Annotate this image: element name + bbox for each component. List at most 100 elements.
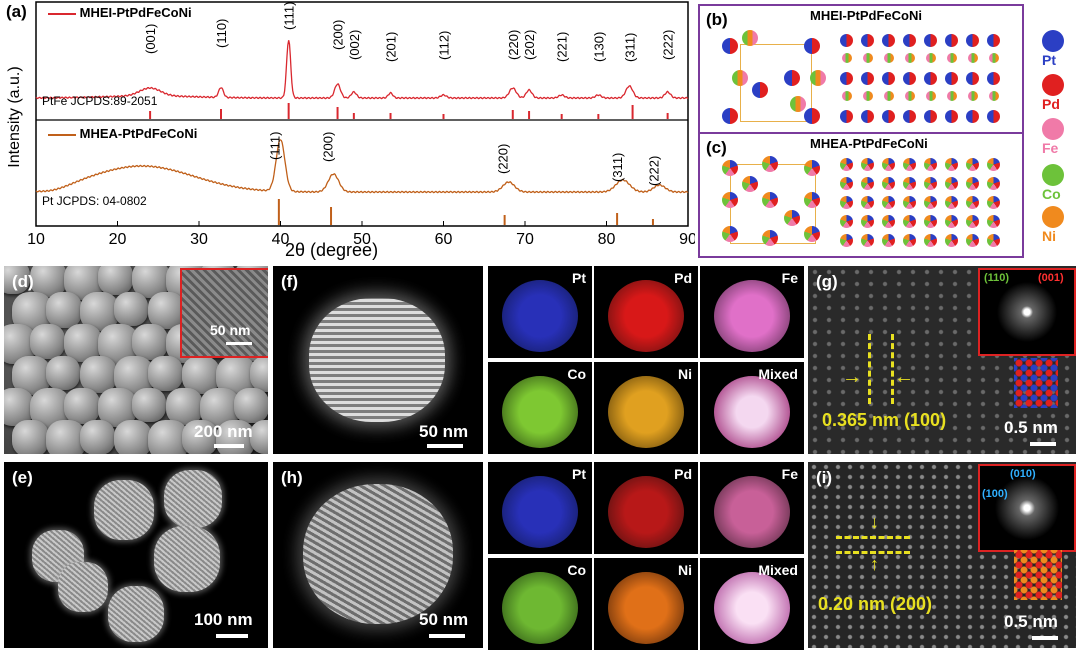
map-f-fe: Fe	[700, 266, 804, 358]
atom	[882, 158, 895, 171]
atom	[882, 34, 895, 47]
atom	[882, 196, 895, 209]
sem-particle	[4, 388, 34, 426]
map-f-co-blob	[502, 376, 578, 448]
haadf-particle	[94, 480, 154, 540]
map-f-pd: Pd	[594, 266, 698, 358]
panel-d-scale-text: 200 nm	[194, 422, 253, 441]
atom	[989, 91, 999, 101]
sem-particle	[64, 388, 100, 424]
x-tick-label-30: 30	[190, 231, 208, 248]
panel-i-scale-bar	[1032, 636, 1058, 640]
atom	[863, 53, 873, 63]
panel-label-e: (e)	[12, 468, 33, 487]
map-h-co-blob	[502, 572, 578, 644]
sem-particle	[12, 420, 49, 454]
cell-atom	[752, 82, 768, 98]
sem-particle	[250, 356, 268, 392]
atom	[966, 110, 979, 123]
series-line-mhei	[35, 40, 689, 100]
panel-h-scale-bar	[429, 634, 465, 638]
map-f-ni: Ni	[594, 362, 698, 454]
panel-label-b: (b)	[706, 10, 728, 29]
peak-label-bottom-0: (111)	[268, 132, 283, 160]
map-f-pt-label: Pt	[572, 270, 586, 286]
cell-atom	[810, 70, 826, 86]
atom	[966, 215, 979, 228]
atom	[842, 53, 852, 63]
map-h-pd-blob	[608, 476, 684, 548]
map-h-pd: Pd	[594, 462, 698, 554]
atom	[861, 215, 874, 228]
atom	[840, 110, 853, 123]
peak-label-top-0: (001)	[143, 24, 158, 54]
particle-f	[309, 298, 445, 422]
sem-particle	[46, 356, 80, 390]
cell-atom	[742, 176, 758, 192]
map-h-ni-blob	[608, 572, 684, 644]
atom	[884, 53, 894, 63]
sem-particle	[182, 356, 220, 394]
arrow-down-icon: ↓	[870, 512, 879, 532]
peak-label-top-12: (222)	[661, 30, 676, 60]
map-h-fe-blob	[714, 476, 790, 548]
fft-g-label-a: (110)	[984, 272, 1010, 284]
sem-particle	[30, 266, 67, 297]
peak-label-top-1: (110)	[214, 19, 229, 48]
cell-atom	[790, 96, 806, 112]
ni-ball-icon	[1042, 206, 1064, 228]
panel-label-c: (c)	[706, 138, 727, 157]
sem-particle	[148, 292, 185, 329]
atom	[882, 215, 895, 228]
atom	[968, 53, 978, 63]
map-f-co: Co	[488, 362, 592, 454]
atom	[924, 196, 937, 209]
lattice-b	[840, 34, 1010, 130]
atom	[924, 215, 937, 228]
fft-i-label-a: (010)	[1010, 468, 1036, 480]
peak-label-top-3: (200)	[331, 20, 346, 50]
x-tick-label-80: 80	[598, 231, 616, 248]
atom	[968, 91, 978, 101]
atom	[945, 158, 958, 171]
cell-atom	[722, 160, 738, 176]
sem-particle	[46, 420, 86, 454]
cell-atom	[804, 108, 820, 124]
atom	[987, 72, 1000, 85]
co-ball-icon	[1042, 164, 1064, 186]
cell-atom	[804, 160, 820, 176]
sem-particle	[148, 356, 183, 391]
sem-particle	[182, 420, 218, 454]
peak-label-top-5: (201)	[384, 32, 399, 62]
atom	[840, 72, 853, 85]
map-h-mixed: Mixed	[700, 558, 804, 650]
atom	[945, 72, 958, 85]
lattice-fringe-lines-g	[868, 334, 894, 404]
atom	[945, 34, 958, 47]
atom	[987, 234, 1000, 247]
map-h-mixed-label: Mixed	[758, 562, 798, 578]
panel-i-hrtem: (i) (010) (100) ↓ ↑ 0.20 nm (200) 0.5 nm	[808, 462, 1076, 648]
atom	[905, 53, 915, 63]
peak-label-top-7: (220)	[506, 30, 521, 60]
panel-label-i: (i)	[816, 468, 833, 487]
inset-scale-text: 50 nm	[210, 322, 251, 338]
x-tick-label-90: 90	[679, 231, 695, 248]
panel-c: (c) MHEA-PtPdFeCoNi	[698, 132, 1024, 258]
map-h-pd-label: Pd	[674, 466, 692, 482]
atom	[882, 234, 895, 247]
y-axis-label: Intensity (a.u.)	[6, 66, 23, 168]
peak-label-top-2: (111)	[282, 2, 297, 30]
peak-label-bottom-4: (222)	[646, 156, 661, 186]
atom	[903, 158, 916, 171]
panel-g-fft-inset: (110) (001)	[978, 268, 1076, 356]
map-f-pt-blob	[502, 280, 578, 352]
cell-atom	[742, 30, 758, 46]
cell-atom	[784, 70, 800, 86]
panel-f-haadf: (f) 50 nm	[273, 266, 483, 454]
atom	[987, 215, 1000, 228]
atom	[840, 215, 853, 228]
peak-label-top-6: (112)	[437, 31, 452, 60]
atom	[966, 158, 979, 171]
cell-atom	[784, 210, 800, 226]
